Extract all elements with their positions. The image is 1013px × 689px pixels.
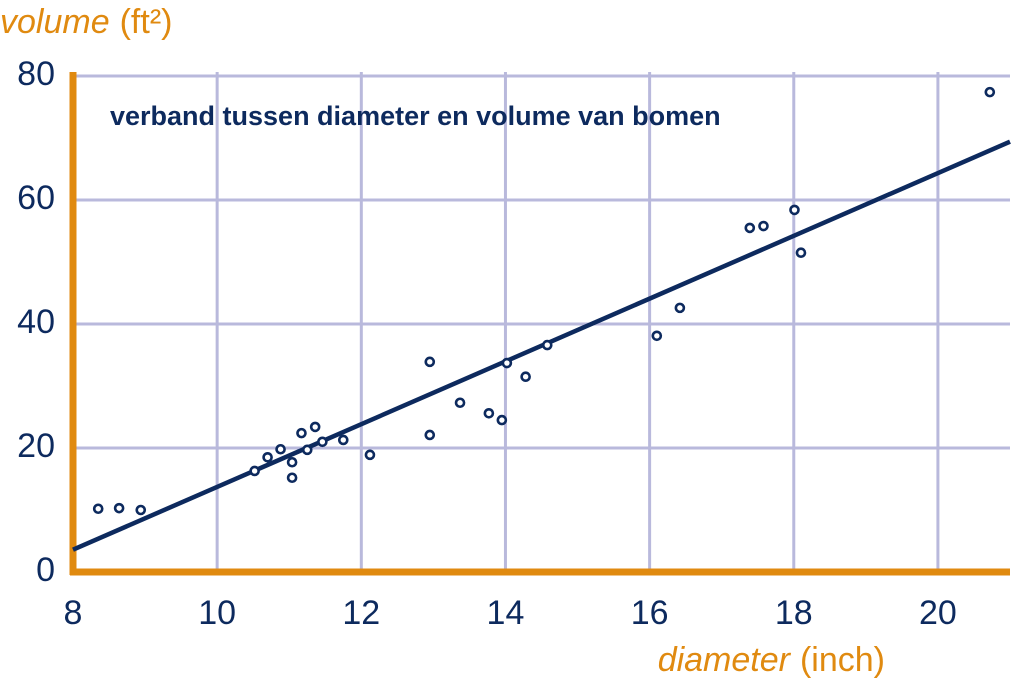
fit-line bbox=[72, 139, 1011, 552]
data-point bbox=[135, 504, 147, 516]
y-axis-name: volume bbox=[0, 3, 110, 41]
data-point bbox=[483, 407, 495, 419]
y-tick-label: 0 bbox=[36, 551, 55, 589]
data-point bbox=[275, 443, 286, 455]
data-point bbox=[501, 357, 513, 369]
x-axis-label: diameter (inch) bbox=[658, 641, 885, 679]
x-axis-name: diameter bbox=[658, 641, 792, 679]
x-tick-label: 8 bbox=[64, 594, 83, 632]
x-tick-label: 12 bbox=[342, 594, 380, 632]
data-point bbox=[424, 429, 436, 441]
data-point bbox=[309, 421, 321, 433]
x-tick-label: 20 bbox=[919, 594, 957, 632]
x-axis-unit: (inch) bbox=[800, 641, 885, 679]
data-point bbox=[262, 451, 273, 463]
data-point bbox=[984, 86, 996, 98]
y-axis-unit: (ft²) bbox=[120, 3, 173, 41]
data-point bbox=[789, 204, 800, 216]
data-point bbox=[92, 503, 104, 515]
y-tick-label: 40 bbox=[17, 303, 55, 341]
y-tick-label: 80 bbox=[17, 55, 55, 93]
data-point bbox=[337, 434, 349, 446]
data-point bbox=[674, 302, 686, 314]
grid bbox=[71, 72, 1010, 574]
data-point bbox=[795, 247, 807, 258]
data-point bbox=[317, 436, 328, 448]
data-point bbox=[758, 220, 769, 232]
axes bbox=[69, 72, 1010, 576]
data-point bbox=[113, 502, 125, 514]
data-point bbox=[296, 427, 307, 439]
data-point bbox=[496, 414, 508, 426]
y-tick-label: 60 bbox=[17, 179, 55, 217]
x-tick-label: 16 bbox=[631, 594, 669, 632]
data-point bbox=[541, 339, 553, 351]
chart-title: verband tussen diameter en volume van bo… bbox=[110, 101, 721, 131]
data-point bbox=[424, 356, 436, 368]
data-point bbox=[744, 222, 756, 234]
data-point bbox=[249, 465, 260, 477]
data-point bbox=[301, 444, 313, 456]
y-tick-label: 20 bbox=[17, 427, 55, 465]
x-tick-label: 18 bbox=[775, 594, 813, 632]
x-tick-label: 10 bbox=[198, 594, 236, 632]
data-point bbox=[520, 371, 531, 383]
y-axis-label: volume (ft²) bbox=[0, 3, 172, 41]
data-point bbox=[286, 472, 298, 484]
data-point bbox=[286, 456, 298, 468]
x-tick-label: 14 bbox=[487, 594, 525, 632]
data-point bbox=[454, 397, 466, 409]
data-point bbox=[651, 330, 663, 342]
data-point bbox=[364, 449, 376, 461]
